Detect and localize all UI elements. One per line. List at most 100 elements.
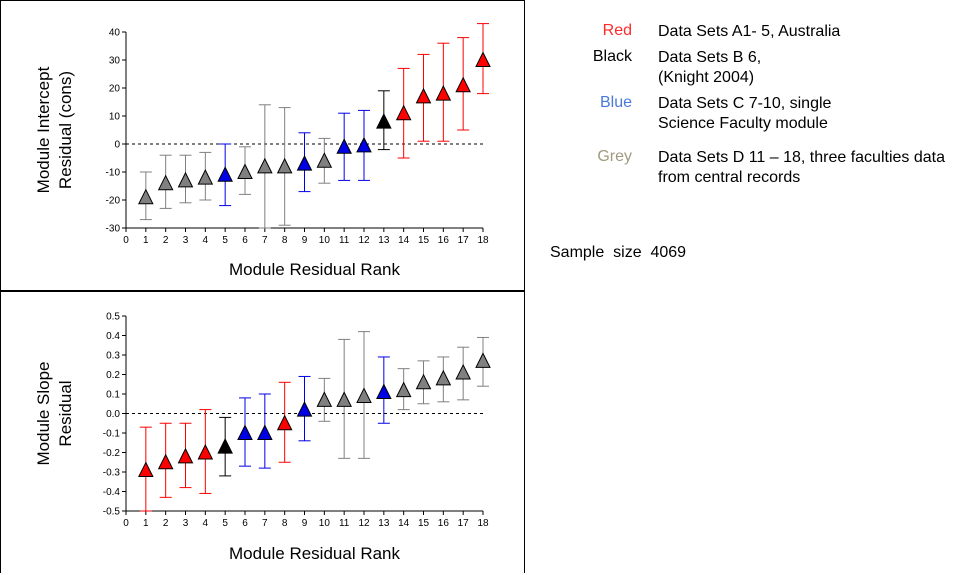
x-tick-label: 11: [339, 518, 350, 529]
triangle-marker: [237, 163, 253, 179]
x-tick-label: 9: [302, 518, 308, 529]
data-point: [336, 112, 352, 181]
x-tick-label: 16: [438, 235, 450, 246]
y-tick-label: 0.3: [106, 351, 120, 362]
data-point: [455, 37, 471, 131]
data-point: [316, 137, 333, 184]
triangle-marker: [395, 104, 412, 121]
legend-color-label: Black: [592, 48, 632, 65]
triangle-marker: [257, 424, 273, 440]
x-tick-label: 11: [339, 235, 350, 246]
data-point: [395, 368, 412, 411]
triangle-marker: [415, 373, 432, 390]
data-point: [197, 151, 214, 201]
data-point: [177, 422, 194, 489]
y-tick-label: -10: [106, 168, 121, 179]
triangle-marker: [257, 157, 273, 174]
x-tick-label: 18: [477, 518, 489, 529]
y-tick-label: -0.3: [103, 468, 121, 479]
data-point: [475, 23, 491, 95]
data-point: [376, 356, 392, 424]
data-point: [217, 416, 233, 477]
x-tick-label: 5: [222, 235, 228, 246]
data-point: [157, 422, 174, 498]
triangle-marker: [237, 424, 253, 440]
y-tick-label: 0.0: [106, 409, 120, 420]
legend-color-label: Blue: [599, 94, 632, 111]
y-tick-label: -20: [106, 196, 121, 207]
y-tick-label: 0.2: [106, 370, 120, 381]
x-tick-label: 5: [222, 518, 228, 529]
x-tick-label: 8: [282, 235, 288, 246]
triangle-marker: [376, 112, 392, 129]
x-tick-label: 4: [203, 518, 209, 529]
x-tick-label: 8: [282, 518, 288, 529]
data-point: [138, 171, 154, 221]
x-tick-label: 17: [458, 518, 470, 529]
triangle-marker: [316, 152, 333, 168]
y-tick-label: 30: [109, 56, 121, 67]
x-tick-label: 15: [418, 518, 430, 529]
x-tick-label: 0: [123, 518, 129, 529]
data-point: [415, 53, 432, 142]
triangle-marker: [157, 174, 174, 191]
data-point: [435, 42, 452, 142]
x-tick-label: 17: [458, 235, 470, 246]
x-tick-label: 9: [302, 235, 308, 246]
triangle-marker: [217, 166, 233, 182]
legend-description: Data Sets C 7-10, single Science Faculty…: [658, 95, 832, 132]
triangle-marker: [455, 363, 471, 380]
triangle-marker: [475, 352, 491, 368]
x-tick-label: 4: [203, 235, 209, 246]
data-point: [336, 338, 352, 459]
x-tick-label: 1: [143, 518, 149, 529]
y-tick-label: 10: [109, 112, 121, 123]
data-point: [197, 409, 214, 494]
triangle-marker: [356, 136, 372, 153]
y-tick-label: 0.1: [106, 390, 120, 401]
triangle-marker: [276, 157, 293, 174]
triangle-marker: [197, 443, 214, 460]
y-tick-label: 0.4: [106, 331, 120, 342]
data-point: [217, 143, 233, 207]
triangle-marker: [356, 387, 372, 403]
x-tick-label: 3: [183, 518, 189, 529]
data-point: [257, 104, 273, 229]
sample-size-label: size: [613, 244, 642, 261]
y-axis-title: Module Slope: [34, 362, 53, 466]
triangle-marker: [316, 391, 333, 407]
legend-color-label: Red: [602, 22, 632, 39]
x-tick-label: 2: [163, 235, 169, 246]
data-point: [157, 154, 174, 209]
triangle-marker: [435, 84, 452, 101]
legend-description: Data Sets D 11 – 18, three faculties dat…: [658, 149, 945, 186]
x-tick-label: 15: [418, 235, 430, 246]
triangle-marker: [296, 400, 313, 417]
x-axis-title: Module Residual Rank: [229, 544, 401, 563]
y-tick-label: -0.4: [103, 487, 121, 498]
x-tick-label: 10: [319, 518, 331, 529]
data-point: [237, 397, 253, 467]
legend-description: Data Sets B 6, (Knight 2004): [658, 49, 762, 86]
x-tick-label: 6: [242, 235, 248, 246]
triangle-marker: [336, 138, 352, 154]
data-point: [455, 346, 471, 401]
triangle-marker: [157, 453, 174, 470]
y-tick-label: -0.5: [103, 507, 121, 518]
data-point: [177, 154, 194, 204]
x-tick-label: 3: [183, 235, 189, 246]
x-tick-label: 13: [378, 235, 390, 246]
x-tick-label: 10: [319, 235, 331, 246]
triangle-marker: [395, 381, 412, 398]
sample-label: Sample: [550, 244, 605, 261]
intercept-residual-chart-panel: 40 30 20 10 0 -10 -20 -30 0 1 2 3 4 5 6 7 8 9 10 11 12 13 14 15…: [0, 0, 525, 292]
legend: Red Data Sets A1- 5, Australia Black Dat…: [540, 22, 958, 282]
sample-size: Sample size 4069: [550, 244, 686, 262]
data-point: [237, 146, 253, 195]
legend-description: Data Sets A1- 5, Australia: [658, 23, 841, 40]
y-axis-title: Residual (cons): [56, 71, 75, 189]
triangle-marker: [177, 447, 194, 464]
x-axis-title: Module Residual Rank: [229, 260, 401, 279]
triangle-marker: [138, 188, 154, 205]
y-tick-label: 0.5: [106, 312, 120, 323]
